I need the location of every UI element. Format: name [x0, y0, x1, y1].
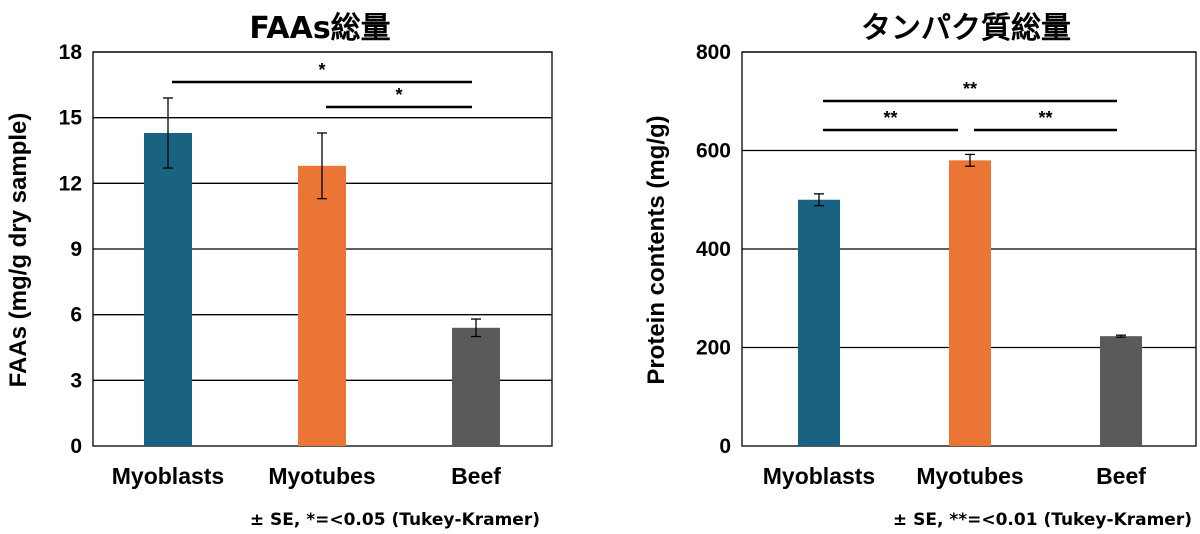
category-label: Myotubes [268, 463, 375, 489]
significance-label: ** [1038, 108, 1052, 128]
y-axis-label: Protein contents (mg/g) [643, 115, 670, 384]
category-label: Myoblasts [763, 463, 875, 489]
significance-label: * [395, 85, 402, 105]
y-tick-label: 15 [59, 107, 83, 130]
y-tick-label: 12 [59, 172, 82, 195]
category-label: Beef [1096, 463, 1146, 489]
y-axis-label: FAAs (mg/g dry sample) [5, 113, 32, 388]
bar [452, 327, 500, 446]
y-tick-label: 800 [696, 41, 731, 64]
footnote: ± SE, *=<0.05 (Tukey-Kramer) [250, 510, 540, 530]
y-tick-label: 200 [696, 337, 731, 360]
chart-title: FAAs総量 [249, 11, 390, 46]
category-label: Beef [451, 463, 501, 489]
protein-chart: タンパク質総量 Protein contents (mg/g) ± SE, **… [643, 11, 1197, 530]
y-tick-label: 9 [70, 238, 82, 261]
y-tick-label: 18 [59, 41, 83, 64]
y-tick-label: 0 [719, 435, 731, 458]
bar [1100, 336, 1142, 446]
bar [798, 199, 840, 446]
bar [949, 160, 991, 446]
chart-title: タンパク質総量 [861, 11, 1071, 46]
y-tick-label: 6 [70, 304, 82, 327]
bar [144, 132, 192, 446]
footnote: ± SE, **=<0.01 (Tukey-Kramer) [893, 510, 1192, 530]
significance-label: ** [883, 108, 897, 128]
category-label: Myotubes [916, 463, 1023, 489]
bar [298, 165, 346, 447]
y-tick-label: 600 [696, 140, 731, 163]
category-label: Myoblasts [112, 463, 224, 489]
significance-label: * [318, 60, 325, 80]
faas-chart: FAAs総量 FAAs (mg/g dry sample) ± SE, *=<0… [5, 11, 553, 530]
significance-label: ** [963, 79, 977, 99]
y-tick-label: 3 [70, 369, 82, 392]
y-tick-label: 400 [696, 238, 731, 261]
y-tick-label: 0 [70, 435, 82, 458]
